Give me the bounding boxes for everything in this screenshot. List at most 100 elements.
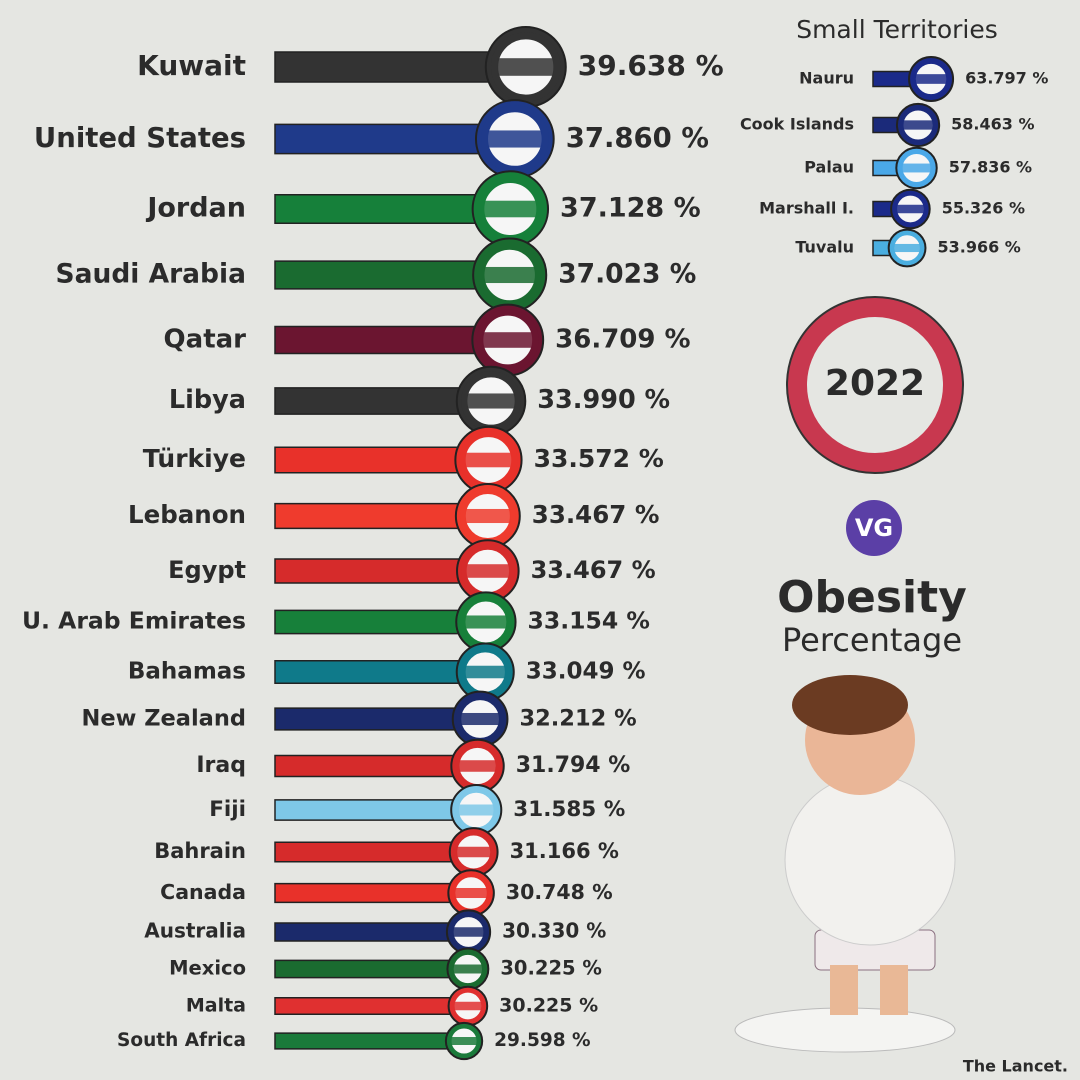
category-label: Fiji [209,797,246,822]
category-label: Iraq [196,753,246,778]
category-label: Libya [169,385,246,415]
flag-stripe [915,74,947,84]
year: 2022 [825,363,925,404]
bar [274,841,475,863]
flag-stripe [896,204,924,214]
bar [274,446,490,474]
small-chart-title: Small Territories [796,15,998,44]
flag-stripe [466,564,510,578]
value-label: 33.467 % [532,500,660,529]
bar [274,660,487,684]
category-label: Kuwait [137,49,246,82]
category-label: U. Arab Emirates [22,607,246,635]
value-label: 33.990 % [537,385,670,415]
category-label: Cook Islands [740,115,854,134]
bar [274,260,511,290]
flag-stripe [454,1001,482,1011]
bar [274,609,487,635]
logo: VG [855,514,893,542]
value-label: 30.748 % [506,880,613,904]
category-label: Egypt [168,556,246,584]
flag-stripe [455,887,488,899]
category-label: Jordan [145,193,246,224]
category-label: Lebanon [128,500,246,529]
value-label: 32.212 % [519,706,636,732]
bar [274,882,472,904]
leg [880,965,908,1015]
flag-stripe [484,266,536,284]
bar [274,502,489,530]
category-label: Canada [160,880,246,904]
flag-stripe [903,120,933,130]
category-label: South Africa [117,1030,246,1051]
bar [274,194,512,224]
bar [274,325,509,355]
value-label: 37.128 % [560,193,701,224]
value-label: 31.794 % [516,753,631,778]
value-label: 37.860 % [566,122,709,154]
bar [274,959,469,979]
flag-stripe [482,332,533,348]
leg [830,965,858,1015]
value-label: 31.585 % [513,797,625,822]
flag-stripe [902,163,931,173]
value-label: 30.330 % [502,919,606,943]
bar [274,1032,465,1050]
bar [274,387,492,415]
category-label: Mexico [169,957,246,980]
flag-stripe [459,760,496,772]
flag-stripe [465,615,507,629]
body [784,774,956,946]
value-label: 57.836 % [949,158,1032,177]
value-label: 33.572 % [534,444,664,473]
bar [274,123,516,155]
value-label: 63.797 % [965,69,1048,88]
value-label: 30.225 % [500,957,602,980]
category-label: United States [34,122,246,154]
category-label: Australia [144,919,246,943]
category-label: Bahrain [154,839,246,863]
logo-badge [846,500,902,556]
value-label: 36.709 % [555,325,690,355]
category-label: Palau [804,158,854,177]
hair [792,675,908,735]
flag-stripe [497,58,554,76]
value-label: 37.023 % [558,259,696,290]
value-label: 29.598 % [494,1030,590,1051]
flag-stripe [453,964,483,974]
flag-stripe [460,712,500,726]
value-label: 39.638 % [578,49,724,82]
category-label: New Zealand [82,706,247,732]
year-ring [787,297,963,473]
category-label: Nauru [799,69,854,88]
value-label: 31.166 % [510,839,619,863]
flag-stripe [465,452,512,468]
source: The Lancet. [963,1057,1068,1076]
flag-stripe [456,846,491,858]
category-label: Marshall I. [759,199,854,218]
flag-stripe [458,804,494,816]
flag-stripe [465,508,511,524]
value-label: 30.225 % [499,995,598,1017]
bar [274,997,469,1015]
bar [274,707,481,731]
category-label: Bahamas [128,659,246,685]
flag-stripe [487,130,543,148]
bar [274,799,477,821]
value-label: 33.467 % [531,556,656,584]
flag-stripe [465,665,506,679]
bar [274,51,527,83]
value-label: 53.966 % [937,238,1020,257]
value-label: 33.154 % [528,607,650,635]
title: Obesity [777,572,967,623]
category-label: Tuvalu [795,238,854,257]
category-label: Qatar [164,325,247,355]
year-ring-outline [786,296,964,474]
flag-stripe [483,200,537,218]
category-label: Türkiye [143,444,246,473]
bar [274,558,489,584]
flag-stripe [894,243,920,253]
flag-stripe [451,1037,477,1045]
illustration [734,675,956,1053]
subtitle: Percentage [782,621,962,659]
